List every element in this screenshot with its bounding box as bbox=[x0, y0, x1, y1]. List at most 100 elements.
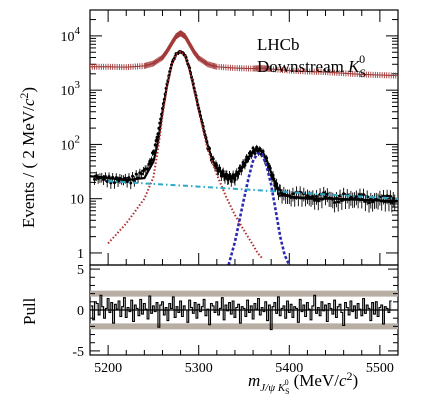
pull-bar bbox=[201, 306, 204, 310]
pull-bar bbox=[293, 306, 296, 310]
pull-bar bbox=[346, 307, 349, 310]
pull-bar bbox=[319, 310, 321, 316]
data-point bbox=[354, 195, 358, 199]
pull-bar bbox=[163, 310, 166, 315]
pull-bar bbox=[253, 303, 256, 310]
y-tick-label: 10 bbox=[70, 193, 84, 208]
pull-bar bbox=[244, 310, 247, 317]
x-tick-label: 5500 bbox=[366, 361, 394, 376]
data-point bbox=[253, 152, 257, 156]
pull-bar bbox=[324, 305, 327, 310]
pull-bands bbox=[90, 290, 398, 330]
pull-bar bbox=[375, 301, 378, 310]
pull-bar bbox=[321, 301, 323, 310]
pull-bar bbox=[330, 308, 332, 310]
pull-bar bbox=[174, 310, 177, 318]
data-point bbox=[324, 195, 328, 199]
pull-bar bbox=[161, 301, 164, 310]
pull-bar bbox=[223, 310, 225, 320]
pull-bar bbox=[342, 310, 345, 326]
pull-bar bbox=[148, 296, 151, 310]
pull-bar bbox=[132, 310, 135, 322]
pull-bar bbox=[112, 310, 115, 324]
pull-y-axis-title: Pull bbox=[20, 297, 39, 325]
pull-bar bbox=[121, 306, 124, 310]
pull-bar bbox=[154, 310, 157, 312]
x-tick-label: 5300 bbox=[185, 361, 213, 376]
pull-bar bbox=[90, 305, 93, 310]
pull-bar bbox=[119, 310, 122, 317]
x-tick-label: 5400 bbox=[275, 361, 303, 376]
pull-bar bbox=[214, 310, 216, 313]
pull-bar bbox=[197, 304, 200, 310]
pull-bar bbox=[286, 301, 289, 310]
crosses-series bbox=[90, 30, 398, 79]
Bs-signal-curve bbox=[227, 152, 291, 265]
x-tick-label: 5200 bbox=[94, 361, 122, 376]
pull-bar bbox=[241, 306, 244, 310]
pull-bar bbox=[172, 296, 175, 310]
pull-bar bbox=[150, 310, 153, 314]
main-frame bbox=[89, 9, 399, 266]
pull-bar bbox=[264, 301, 267, 310]
data-point bbox=[391, 196, 395, 200]
pull-bar bbox=[339, 304, 341, 310]
pull-bar bbox=[306, 302, 309, 310]
pull-bar bbox=[235, 307, 238, 310]
pull-bar bbox=[284, 310, 287, 319]
data-point bbox=[314, 194, 318, 198]
y-tick-label: 104 bbox=[61, 25, 81, 45]
pull-bar bbox=[275, 310, 278, 314]
pull-bar bbox=[277, 296, 280, 310]
pull-bar bbox=[234, 310, 236, 318]
y-tick-label: 102 bbox=[61, 133, 81, 153]
data-point bbox=[342, 192, 346, 196]
pull-bar bbox=[136, 308, 139, 310]
pull-bar bbox=[179, 301, 182, 310]
pull-bar bbox=[194, 302, 196, 310]
main-x-ticks bbox=[89, 10, 399, 265]
pull-bar bbox=[127, 307, 129, 310]
pull-bar bbox=[205, 310, 207, 316]
pull-bar bbox=[270, 310, 273, 330]
pull-bar bbox=[378, 307, 381, 310]
data-point bbox=[325, 192, 329, 196]
pull-bar bbox=[360, 310, 363, 316]
pull-bar bbox=[366, 305, 369, 310]
data-point bbox=[105, 179, 109, 183]
pull-y-tick-label: 0 bbox=[77, 304, 84, 319]
pull-bar bbox=[232, 301, 235, 310]
pull-bar bbox=[315, 310, 318, 314]
pull-bar bbox=[388, 310, 390, 313]
pull-bar bbox=[335, 310, 338, 318]
data-point bbox=[131, 174, 135, 178]
pull-bar bbox=[362, 298, 365, 310]
pull-y-tick-label: 5 bbox=[77, 263, 84, 278]
pull-bar bbox=[380, 305, 383, 310]
pull-bar bbox=[326, 310, 329, 322]
pull-bar bbox=[261, 307, 264, 310]
data-point bbox=[150, 158, 154, 162]
pull-bar bbox=[219, 308, 222, 310]
pull-bar bbox=[165, 307, 167, 310]
pull-bar bbox=[311, 305, 314, 310]
main-y-axis-title: Events / ( 2 MeV/c2) bbox=[17, 87, 38, 228]
pull-bar bbox=[96, 303, 99, 310]
pull-bar bbox=[99, 295, 102, 310]
data-point bbox=[93, 177, 97, 181]
pull-bar bbox=[301, 310, 303, 312]
pull-bar bbox=[331, 310, 334, 315]
pull-bar bbox=[386, 308, 389, 310]
pull-bar bbox=[252, 310, 254, 319]
pull-bar bbox=[168, 303, 171, 310]
data-point bbox=[311, 194, 315, 198]
pull-bar bbox=[170, 308, 173, 310]
pull-ticks: 5 0 -5 5200 5300 5400 5500 bbox=[72, 263, 399, 376]
pull-bar bbox=[157, 310, 160, 328]
pull-bar bbox=[353, 305, 356, 310]
pull-bar bbox=[351, 310, 354, 312]
pull-bar bbox=[281, 308, 283, 310]
pull-outline bbox=[90, 294, 392, 331]
data-point bbox=[154, 139, 158, 143]
